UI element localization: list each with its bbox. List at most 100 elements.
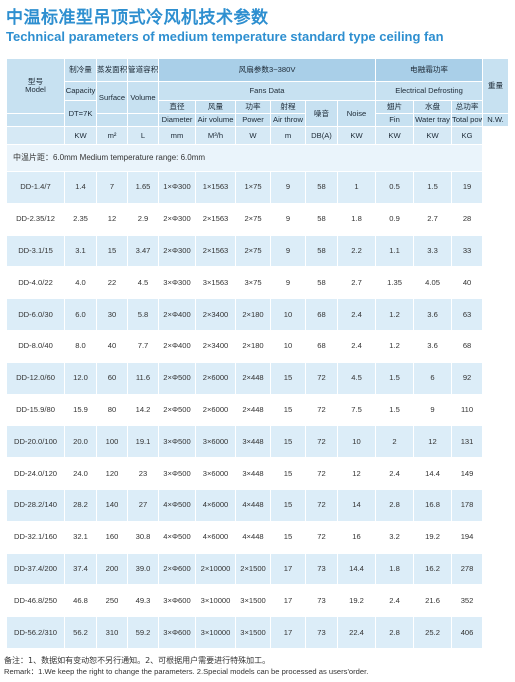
- header-capacity-cn: 制冷量: [65, 59, 96, 81]
- cell-volume: 3.47: [128, 235, 158, 267]
- cell-total: 12: [414, 426, 452, 458]
- cell-noise: 73: [306, 585, 337, 617]
- header-fans-cn: 风扇参数3~380V: [159, 59, 376, 81]
- cell-capacity: 6.0: [65, 299, 96, 330]
- fin-pitch-note: 中温片距：6.0mm Medium temperature range: 6.0…: [7, 145, 483, 171]
- cell-diameter: 2×Φ600: [159, 553, 195, 585]
- unit-weight: KG: [452, 127, 483, 144]
- header-weight-en: N.W.: [483, 114, 508, 126]
- header-model-cn: 型号: [27, 77, 44, 87]
- cell-airthrow: 15: [271, 489, 305, 521]
- cell-total: 16.8: [414, 489, 452, 521]
- table-row: DD-37.4/200 37.4 200 39.0 2×Φ600 2×10000 2×150…: [7, 553, 508, 585]
- header-total-cn: 总功率: [452, 101, 483, 113]
- cell-airvol: 3×6000: [196, 458, 235, 489]
- unit-total: KW: [414, 127, 452, 144]
- cell-diameter: 2×Φ300: [159, 203, 195, 235]
- cell-tray: 1.8: [376, 553, 414, 585]
- header-surface-cn: 蒸发面积: [97, 59, 127, 81]
- header-diameter-cn: 直径: [159, 101, 195, 113]
- cell-capacity: 28.2: [65, 489, 96, 521]
- cell-tray: 1.5: [376, 362, 414, 394]
- cell-volume: 27: [128, 489, 158, 521]
- cell-weight: 352: [452, 585, 483, 617]
- cell-diameter: 2×Φ500: [159, 362, 195, 394]
- cell-diameter: 4×Φ500: [159, 521, 195, 553]
- table-row: DD-12.0/60 12.0 60 11.6 2×Φ500 2×6000 2×448 15 7…: [7, 362, 508, 394]
- cell-diameter: 3×Φ600: [159, 617, 195, 648]
- cell-model: DD-1.4/7: [7, 172, 64, 203]
- cell-airthrow: 9: [271, 172, 305, 203]
- cell-total: 3.6: [414, 330, 452, 362]
- cell-tray: 1.35: [376, 267, 414, 299]
- cell-model: DD-37.4/200: [7, 553, 64, 585]
- cell-fin: 2.7: [338, 267, 376, 299]
- header-airthrow-cn: 射程: [271, 101, 305, 113]
- cell-airvol: 2×6000: [196, 394, 235, 426]
- cell-airvol: 4×6000: [196, 489, 235, 521]
- cell-surface: 160: [97, 521, 127, 553]
- cell-tray: 1.1: [376, 235, 414, 267]
- cell-airthrow: 15: [271, 426, 305, 458]
- cell-diameter: 3×Φ500: [159, 458, 195, 489]
- table-row: DD-24.0/120 24.0 120 23 3×Φ500 3×6000 3×448 15 7…: [7, 458, 508, 489]
- cell-volume: 59.2: [128, 617, 158, 648]
- cell-surface: 40: [97, 330, 127, 362]
- cell-noise: 72: [306, 489, 337, 521]
- cell-weight: 28: [452, 203, 483, 235]
- header-fans-en: Fans Data: [159, 82, 376, 100]
- table-row: DD-20.0/100 20.0 100 19.1 3×Φ500 3×6000 3×448 1…: [7, 426, 508, 458]
- cell-noise: 58: [306, 267, 337, 299]
- header-volume-en: Volume: [128, 82, 158, 113]
- unit-capacity: KW: [65, 127, 96, 144]
- cell-capacity: 15.9: [65, 394, 96, 426]
- cell-power: 4×448: [236, 521, 270, 553]
- cell-surface: 60: [97, 362, 127, 394]
- cell-capacity: 2.35: [65, 203, 96, 235]
- cell-airthrow: 17: [271, 617, 305, 648]
- cell-total: 25.2: [414, 617, 452, 648]
- page-title-cn: 中温标准型吊顶式冷风机技术参数: [6, 8, 269, 28]
- cell-diameter: 3×Φ500: [159, 426, 195, 458]
- cell-airvol: 3×1563: [196, 267, 235, 299]
- cell-noise: 72: [306, 521, 337, 553]
- cell-model: DD-56.2/310: [7, 617, 64, 648]
- header-model-en: Model: [25, 85, 46, 94]
- spec-table-body: DD-1.4/7 1.4 7 1.65 1×Φ300 1×1563 1×75 9 58 1 0.5 1…: [7, 172, 508, 648]
- header-capacity-en: Capacity: [65, 82, 96, 100]
- header-volume-spacer: [128, 114, 158, 126]
- unit-model-spacer: [7, 127, 64, 144]
- cell-tray: 2.8: [376, 617, 414, 648]
- header-surface-en: Surface: [97, 82, 127, 113]
- cell-airvol: 2×6000: [196, 362, 235, 394]
- cell-tray: 1.2: [376, 330, 414, 362]
- cell-surface: 7: [97, 172, 127, 203]
- cell-airthrow: 15: [271, 394, 305, 426]
- cell-power: 3×448: [236, 458, 270, 489]
- header-noise-en: Noise: [338, 101, 376, 126]
- cell-airthrow: 9: [271, 203, 305, 235]
- cell-noise: 68: [306, 330, 337, 362]
- cell-noise: 73: [306, 553, 337, 585]
- cell-airthrow: 10: [271, 299, 305, 330]
- cell-airthrow: 15: [271, 362, 305, 394]
- cell-diameter: 3×Φ300: [159, 267, 195, 299]
- cell-surface: 140: [97, 489, 127, 521]
- header-model-spacer: [7, 114, 64, 126]
- header-airvol-en: Air volume: [196, 114, 235, 126]
- table-row: DD-46.8/250 46.8 250 49.3 3×Φ600 3×10000 3×150…: [7, 585, 508, 617]
- cell-noise: 58: [306, 203, 337, 235]
- cell-fin: 14: [338, 489, 376, 521]
- cell-volume: 23: [128, 458, 158, 489]
- cell-volume: 5.8: [128, 299, 158, 330]
- cell-noise: 72: [306, 394, 337, 426]
- cell-total: 2.7: [414, 203, 452, 235]
- unit-surface: m²: [97, 127, 127, 144]
- remark-en: Remark：1.We keep the right to change the…: [4, 667, 369, 676]
- cell-model: DD-12.0/60: [7, 362, 64, 394]
- cell-total: 14.4: [414, 458, 452, 489]
- header-airvol-cn: 风量: [196, 101, 235, 113]
- cell-airthrow: 9: [271, 267, 305, 299]
- remark-cn: 备注：1、数据如有变动恕不另行通知。2、可根据用户需要进行特殊加工。: [4, 656, 271, 665]
- cell-tray: 0.9: [376, 203, 414, 235]
